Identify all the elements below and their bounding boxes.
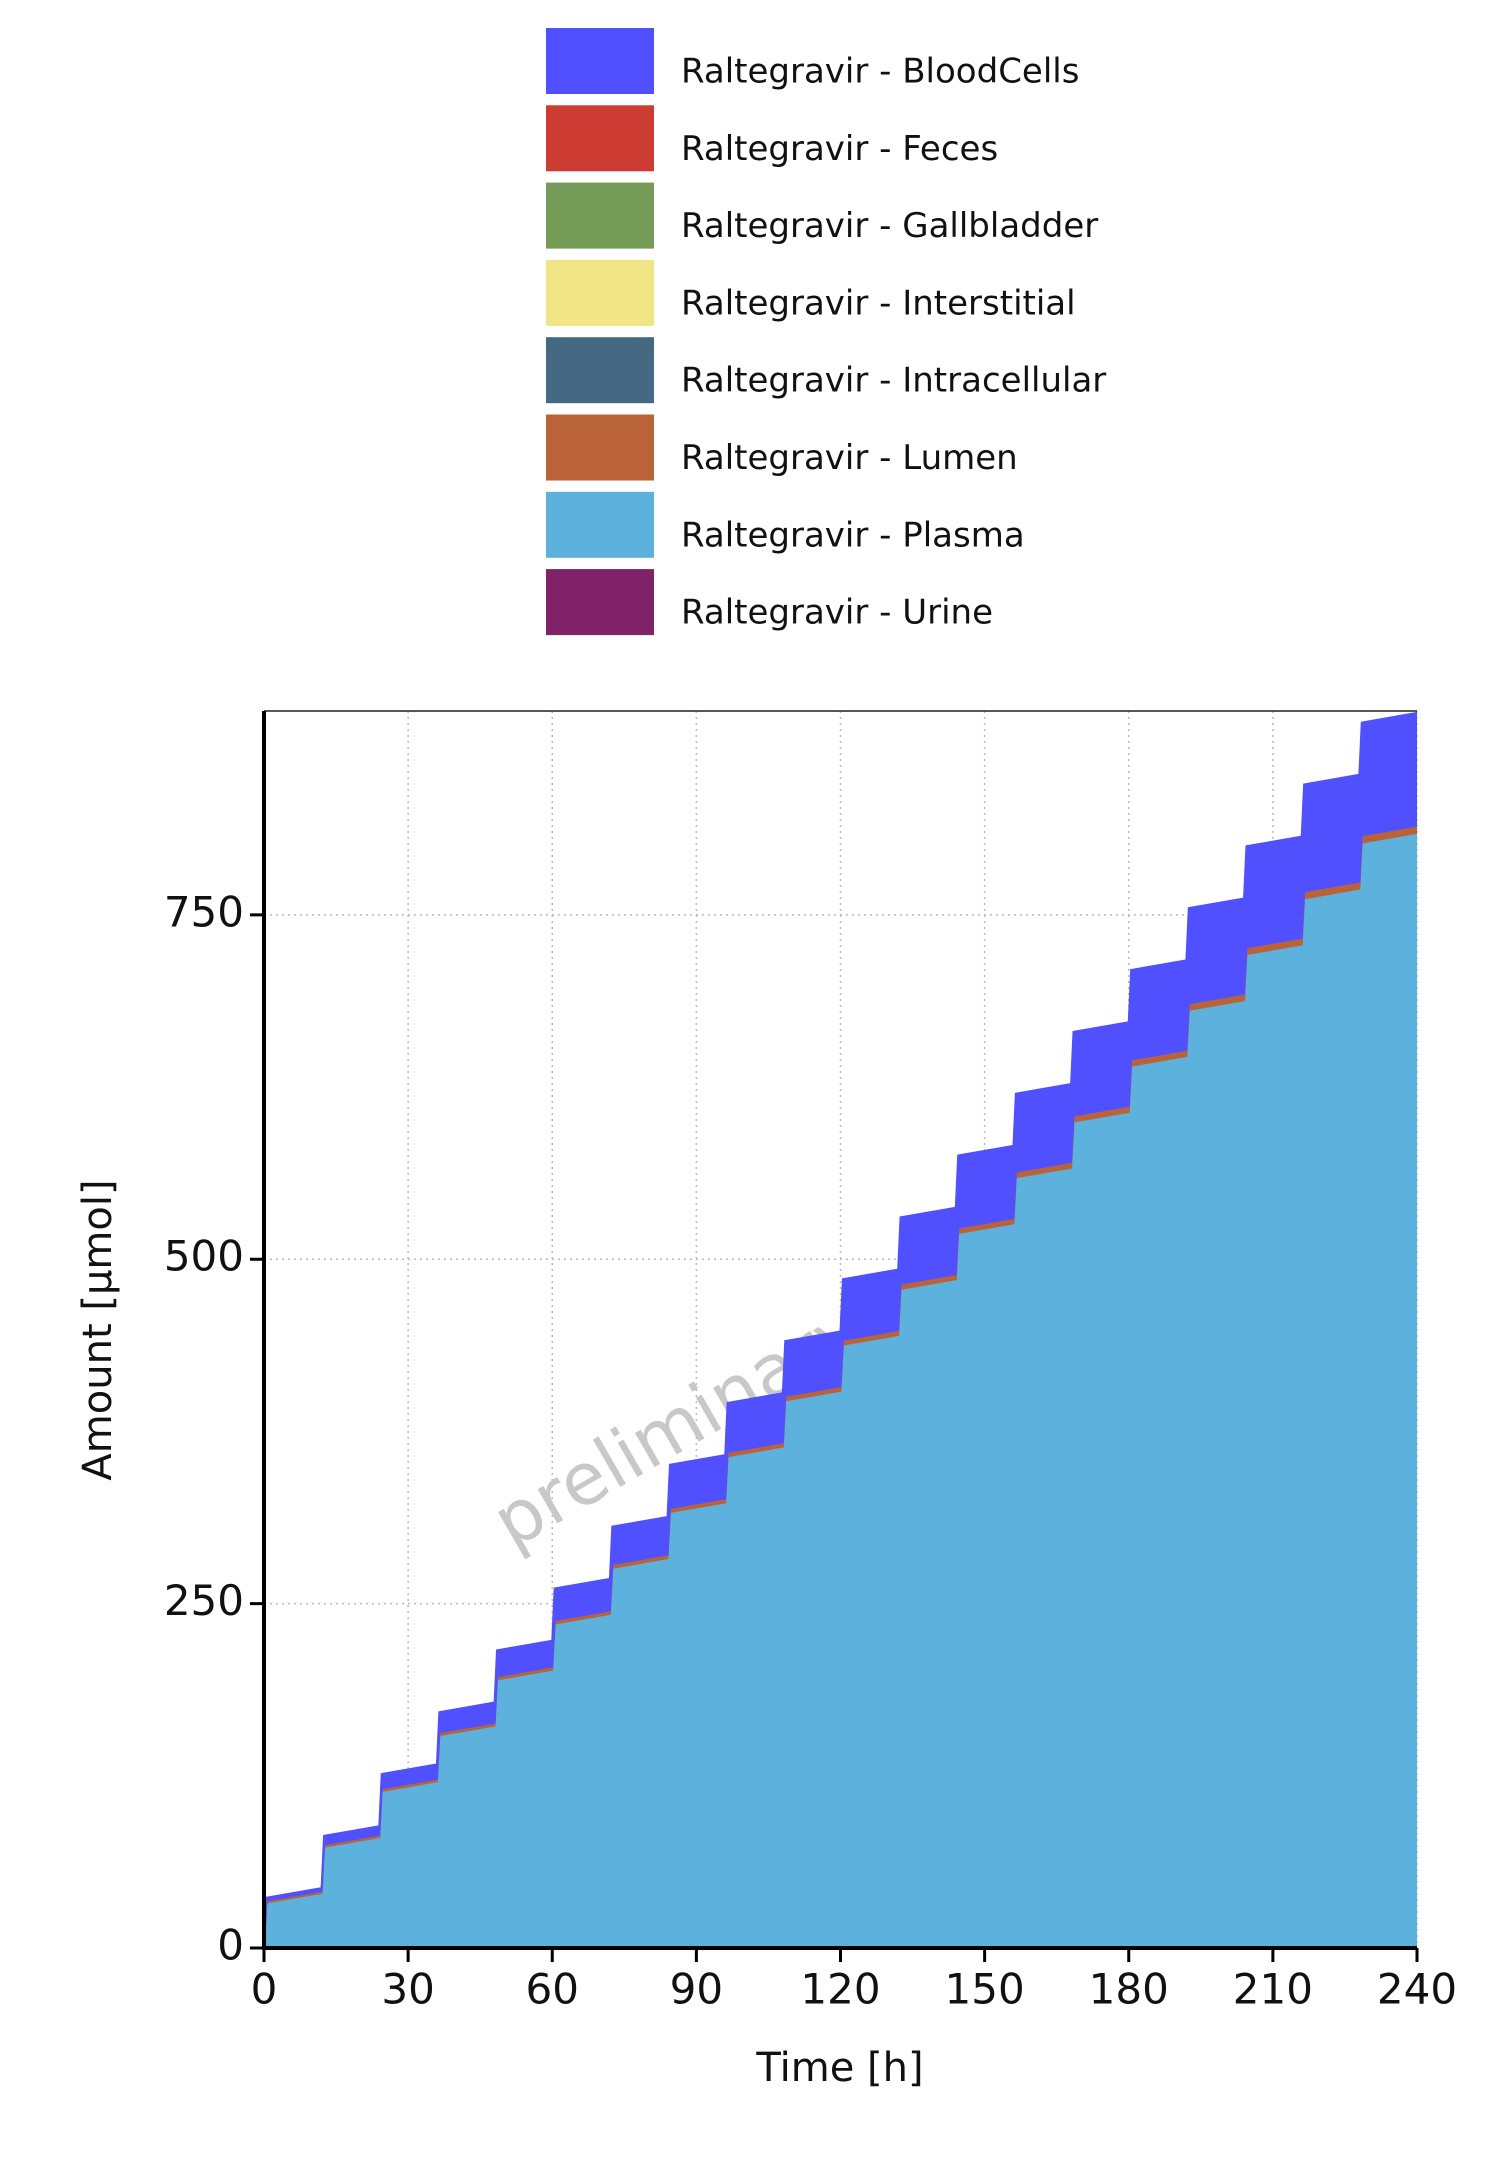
x-tick-label: 150 xyxy=(945,1965,1025,2014)
legend-label: Raltegravir - Feces xyxy=(681,129,998,169)
x-axis-label: Time [h] xyxy=(755,2045,923,2091)
y-tick-label: 250 xyxy=(164,1576,244,1625)
y-tick-label: 500 xyxy=(164,1232,244,1281)
legend-label: Raltegravir - Intracellular xyxy=(681,361,1106,401)
y-axis-label: Amount [µmol] xyxy=(75,1179,121,1480)
x-tick-label: 210 xyxy=(1233,1965,1313,2014)
area xyxy=(264,711,1417,1948)
legend-label: Raltegravir - BloodCells xyxy=(681,52,1079,92)
legend-label: Raltegravir - Urine xyxy=(681,593,993,633)
legend-label: Raltegravir - Gallbladder xyxy=(681,206,1098,246)
legend-label: Raltegravir - Plasma xyxy=(681,515,1025,555)
legend-swatch xyxy=(546,414,654,481)
legend-swatch xyxy=(546,259,654,326)
legend-label: Raltegravir - Lumen xyxy=(681,438,1018,478)
plot-area xyxy=(264,711,1417,1948)
legend-label: Raltegravir - Interstitial xyxy=(681,283,1076,323)
legend-swatch xyxy=(546,182,654,249)
x-tick-label: 180 xyxy=(1089,1965,1169,2014)
legend-swatch xyxy=(546,337,654,404)
y-tick-label: 0 xyxy=(217,1921,244,1970)
legend-swatch xyxy=(546,569,654,636)
legend-swatch xyxy=(546,28,654,94)
x-tick-label: 60 xyxy=(526,1965,579,2014)
x-tick-label: 240 xyxy=(1377,1965,1457,2014)
x-tick-label: 30 xyxy=(381,1965,434,2014)
x-tick-label: 0 xyxy=(251,1965,278,2014)
x-tick-label: 90 xyxy=(670,1965,723,2014)
legend-swatch xyxy=(546,491,654,558)
x-tick-label: 120 xyxy=(800,1965,880,2014)
y-tick-label: 750 xyxy=(164,887,244,936)
legend-swatch xyxy=(546,105,654,172)
